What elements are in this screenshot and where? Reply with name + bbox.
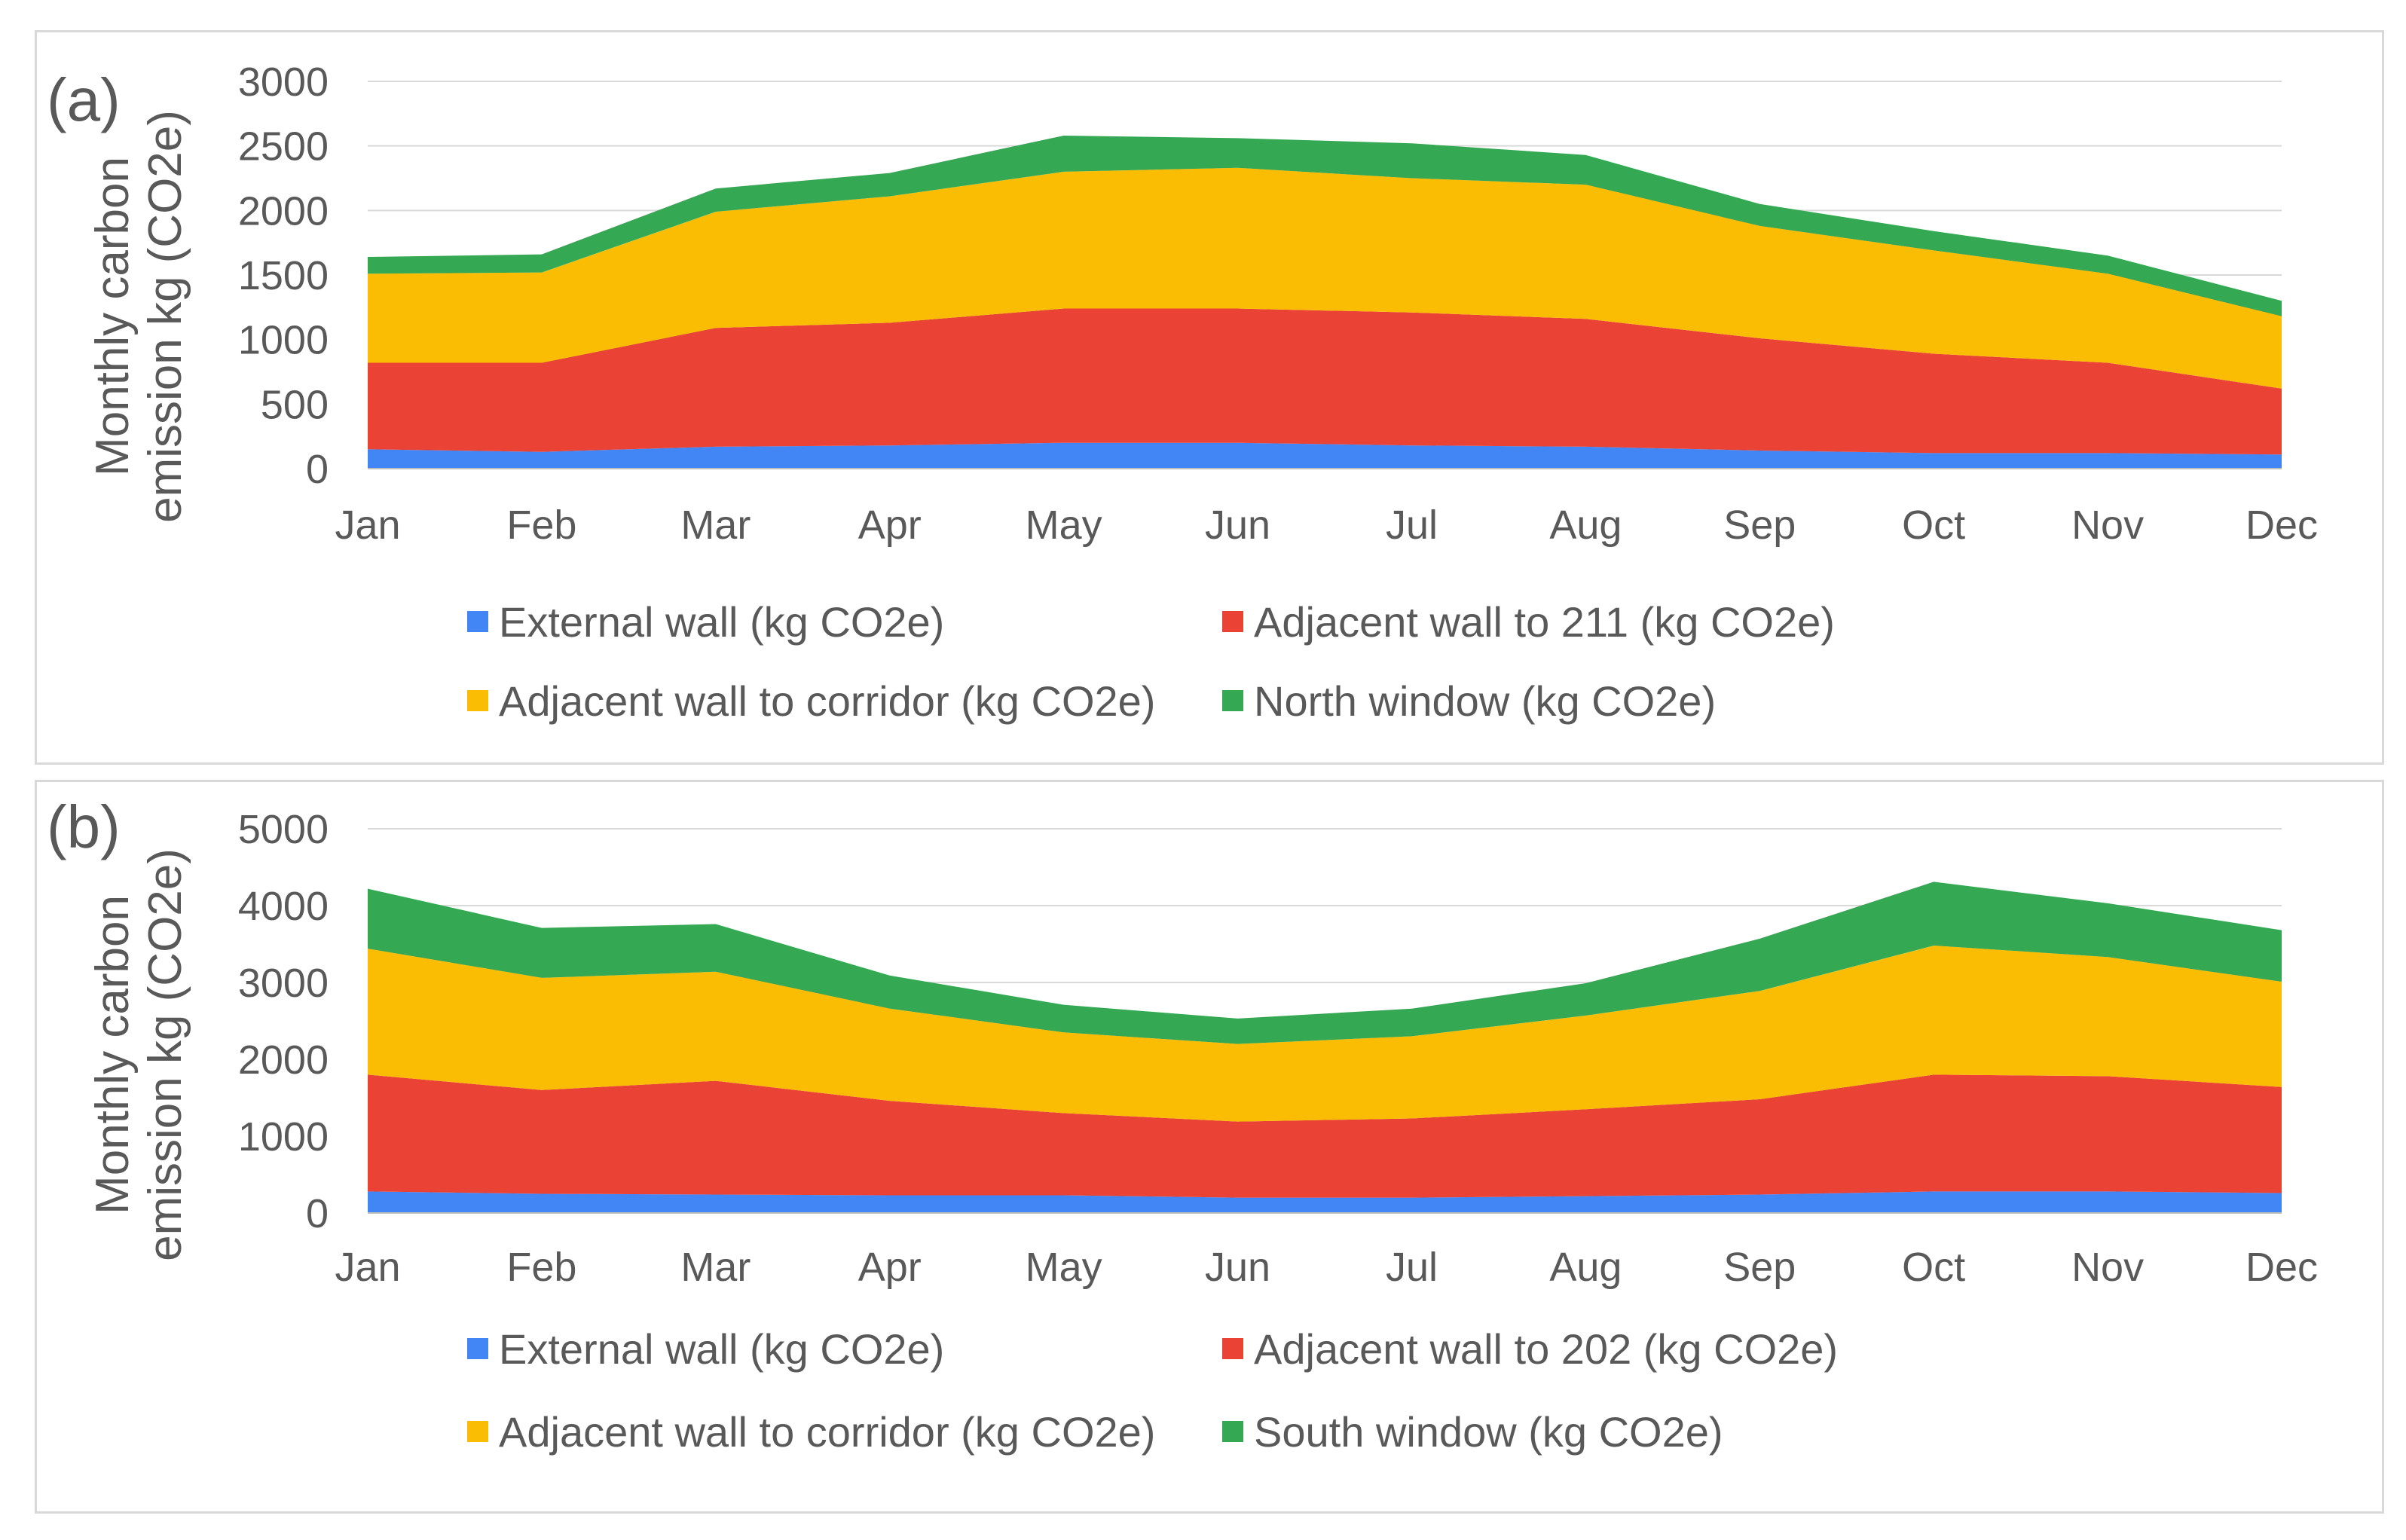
area-series-1 bbox=[368, 308, 2282, 455]
y-tick-label: 2500 bbox=[238, 124, 329, 170]
y-tick-label: 2000 bbox=[238, 1037, 329, 1083]
area-series-0 bbox=[368, 1191, 2282, 1213]
x-tick-label: Apr bbox=[858, 1245, 922, 1290]
panel-label: (a) bbox=[47, 66, 121, 133]
y-tick-label: 1000 bbox=[238, 318, 329, 363]
legend-item: External wall (kg CO2e) bbox=[467, 598, 944, 646]
y-tick-label: 0 bbox=[306, 1191, 329, 1236]
legend-label: Adjacent wall to corridor (kg CO2e) bbox=[499, 1408, 1155, 1456]
x-tick-label: Jun bbox=[1205, 503, 1270, 548]
y-tick-label: 2000 bbox=[238, 188, 329, 234]
area-series-3 bbox=[368, 882, 2282, 1044]
x-tick-label: Sep bbox=[1723, 1245, 1796, 1290]
legend-swatch bbox=[467, 1338, 488, 1359]
y-axis-title-line-2: emission kg (CO2e) bbox=[139, 110, 191, 523]
legend-item: External wall (kg CO2e) bbox=[467, 1325, 944, 1373]
panel-label: (b) bbox=[47, 793, 121, 860]
legend-label: North window (kg CO2e) bbox=[1254, 677, 1716, 725]
legend-label: Adjacent wall to corridor (kg CO2e) bbox=[499, 677, 1155, 725]
x-tick-label: Jul bbox=[1386, 1245, 1438, 1290]
y-axis-title-line-1: Monthly carbon bbox=[87, 157, 139, 476]
legend-swatch bbox=[467, 690, 488, 711]
legend-item: Adjacent wall to 211 (kg CO2e) bbox=[1222, 598, 1835, 646]
y-tick-label: 5000 bbox=[238, 807, 329, 852]
legend-swatch bbox=[1222, 611, 1243, 632]
x-tick-label: Dec bbox=[2245, 1245, 2318, 1290]
x-tick-label: Mar bbox=[680, 503, 751, 548]
x-tick-label: May bbox=[1026, 1245, 1102, 1290]
x-tick-label: Aug bbox=[1549, 503, 1622, 548]
y-axis-title-line-1: Monthly carbon bbox=[87, 895, 139, 1215]
y-tick-label: 500 bbox=[261, 382, 329, 427]
x-tick-label: Sep bbox=[1723, 503, 1796, 548]
x-tick-label: Oct bbox=[1902, 1245, 1965, 1290]
y-tick-label: 3000 bbox=[238, 961, 329, 1006]
x-tick-label: Nov bbox=[2071, 1245, 2144, 1290]
x-tick-label: Dec bbox=[2245, 503, 2318, 548]
legend-label: External wall (kg CO2e) bbox=[499, 598, 944, 646]
legend-item: Adjacent wall to 202 (kg CO2e) bbox=[1222, 1325, 1838, 1373]
y-axis-title-line-2: emission kg (CO2e) bbox=[139, 848, 191, 1261]
x-tick-label: May bbox=[1026, 503, 1102, 548]
x-tick-label: Aug bbox=[1549, 1245, 1622, 1290]
x-tick-label: Feb bbox=[506, 1245, 576, 1290]
area-series-2 bbox=[368, 946, 2282, 1122]
area-series-3 bbox=[368, 136, 2282, 316]
x-tick-label: Apr bbox=[858, 503, 922, 548]
y-tick-label: 4000 bbox=[238, 884, 329, 929]
chart-0: 0 500 1000 1500 2000 2500 3000 Jan Feb Mar Apr May J… bbox=[47, 60, 2318, 725]
legend-label: Adjacent wall to 211 (kg CO2e) bbox=[1254, 598, 1835, 646]
legend-swatch bbox=[1222, 690, 1243, 711]
x-tick-label: Feb bbox=[506, 503, 576, 548]
legend-label: External wall (kg CO2e) bbox=[499, 1325, 944, 1373]
legend-item: Adjacent wall to corridor (kg CO2e) bbox=[467, 677, 1155, 725]
legend-item: North window (kg CO2e) bbox=[1222, 677, 1716, 725]
x-tick-label: Jun bbox=[1205, 1245, 1270, 1290]
legend-swatch bbox=[467, 611, 488, 632]
x-tick-label: Mar bbox=[680, 1245, 751, 1290]
x-tick-label: Jan bbox=[335, 503, 400, 548]
area-series-2 bbox=[368, 167, 2282, 389]
y-tick-label: 0 bbox=[306, 447, 329, 492]
x-tick-label: Nov bbox=[2071, 503, 2144, 548]
x-tick-label: Oct bbox=[1902, 503, 1965, 548]
x-tick-label: Jul bbox=[1386, 503, 1438, 548]
legend-swatch bbox=[1222, 1338, 1243, 1359]
legend-label: Adjacent wall to 202 (kg CO2e) bbox=[1254, 1325, 1838, 1373]
y-tick-label: 1000 bbox=[238, 1114, 329, 1160]
legend-swatch bbox=[1222, 1421, 1243, 1442]
legend-label: South window (kg CO2e) bbox=[1254, 1408, 1723, 1456]
legend-item: Adjacent wall to corridor (kg CO2e) bbox=[467, 1408, 1155, 1456]
area-series-1 bbox=[368, 1074, 2282, 1198]
x-tick-label: Jan bbox=[335, 1245, 400, 1290]
area-series-0 bbox=[368, 442, 2282, 469]
y-tick-label: 3000 bbox=[238, 60, 329, 105]
legend-item: South window (kg CO2e) bbox=[1222, 1408, 1723, 1456]
y-tick-label: 1500 bbox=[238, 253, 329, 298]
legend-swatch bbox=[467, 1421, 488, 1442]
chart-1: 0 1000 2000 3000 4000 5000 Jan Feb Mar Apr May Jun J… bbox=[47, 793, 2318, 1456]
